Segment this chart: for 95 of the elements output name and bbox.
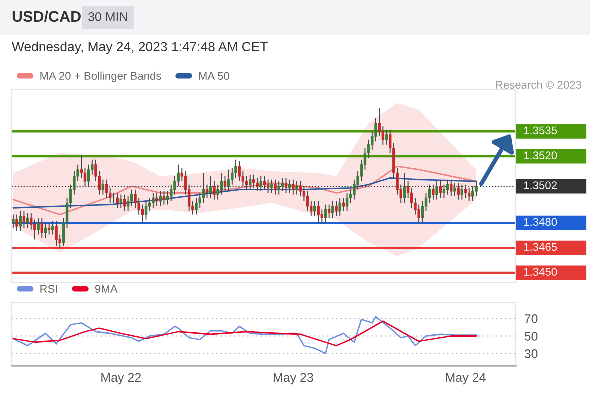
x-tick-label: May 22 <box>102 373 141 385</box>
y-tick-label: 30 <box>524 350 538 358</box>
candlestick <box>116 192 119 209</box>
candlestick <box>141 204 144 224</box>
x-tick-label: May 23 <box>274 373 314 385</box>
candlestick <box>274 179 277 196</box>
candlestick <box>460 184 464 200</box>
candlestick <box>442 184 446 199</box>
y-tick-label: 50 <box>524 332 538 341</box>
candlestick <box>22 210 26 229</box>
legend-label: 9MA <box>95 285 118 294</box>
candlestick <box>266 179 270 194</box>
candlestick <box>314 200 316 217</box>
line-series <box>12 320 478 347</box>
candlestick <box>210 176 212 199</box>
candlestick <box>105 179 108 199</box>
ref-line-label: 1.3502 <box>524 182 557 190</box>
candlestick <box>328 204 331 219</box>
candlestick <box>256 178 259 192</box>
candlestick <box>245 176 248 190</box>
candlestick <box>464 184 468 199</box>
candlestick <box>260 176 262 192</box>
candlestick <box>144 200 148 220</box>
candlestick <box>249 174 252 190</box>
ref-line-label: 1.3450 <box>524 268 558 276</box>
ref-line-label: 1.3520 <box>524 152 558 160</box>
candlestick <box>346 192 349 212</box>
candlestick <box>84 168 87 187</box>
text: Research © 2023 <box>496 80 582 89</box>
candlestick <box>468 188 471 202</box>
candlestick <box>159 191 162 207</box>
candlestick <box>436 181 438 200</box>
candlestick <box>306 191 310 212</box>
candlestick <box>335 200 338 217</box>
candlestick <box>288 179 292 194</box>
candlestick <box>37 218 40 236</box>
candlestick <box>126 196 130 212</box>
candlestick <box>457 182 460 200</box>
candlestick <box>284 178 288 194</box>
candlestick <box>270 179 274 194</box>
candlestick <box>252 174 256 189</box>
candlestick <box>296 181 298 196</box>
candlestick <box>87 164 90 187</box>
candlestick <box>166 191 170 206</box>
candlestick <box>112 192 116 204</box>
chart-subtitle: Wednesday, May 24, 2023 1:47:48 AM CET <box>12 42 268 54</box>
legend-label: MA 50 <box>199 72 230 80</box>
candlestick <box>338 198 342 217</box>
candlestick <box>428 184 432 204</box>
candlestick <box>152 192 155 209</box>
candlestick <box>324 204 328 224</box>
candlestick <box>263 176 266 190</box>
candlestick <box>40 218 44 239</box>
line-series <box>12 316 478 354</box>
candlestick <box>102 179 105 196</box>
candlestick <box>202 172 206 204</box>
candlestick <box>120 194 122 209</box>
chart-title: USD/CAD <box>12 10 81 22</box>
candlestick <box>278 181 280 196</box>
candlestick <box>227 169 230 192</box>
candlestick <box>317 200 320 224</box>
ref-line-label: 1.3480 <box>524 218 558 226</box>
candlestick <box>55 220 58 247</box>
candlestick <box>385 129 388 146</box>
ref-line-label: 1.3535 <box>524 126 558 135</box>
candlestick <box>123 194 126 212</box>
text: 30 MIN <box>88 12 128 22</box>
candlestick <box>16 214 18 232</box>
candlestick <box>403 172 406 204</box>
legend-label: RSI <box>40 285 58 294</box>
candlestick <box>446 179 450 196</box>
candlestick <box>342 198 346 212</box>
ref-line-label: 1.3465 <box>524 243 558 252</box>
candlestick <box>26 212 30 229</box>
candlestick <box>12 214 15 229</box>
candlestick <box>281 178 284 192</box>
candlestick <box>320 209 324 224</box>
candlestick <box>292 179 295 196</box>
candlestick <box>421 200 424 224</box>
candlestick <box>332 200 334 219</box>
x-tick-label: May 24 <box>446 373 486 385</box>
candlestick <box>439 181 442 199</box>
candlestick <box>206 184 209 199</box>
candlestick <box>450 179 453 197</box>
y-tick-label: 70 <box>524 314 538 324</box>
candlestick <box>44 222 48 239</box>
candlestick <box>224 176 227 192</box>
candlestick <box>52 220 54 236</box>
candlestick <box>156 192 158 207</box>
candlestick <box>454 182 456 197</box>
legend-label: MA 20 + Bollinger Bands <box>40 72 162 82</box>
candlestick <box>148 198 152 212</box>
candlestick <box>432 184 435 200</box>
candlestick <box>162 191 166 206</box>
candlestick <box>19 210 22 232</box>
